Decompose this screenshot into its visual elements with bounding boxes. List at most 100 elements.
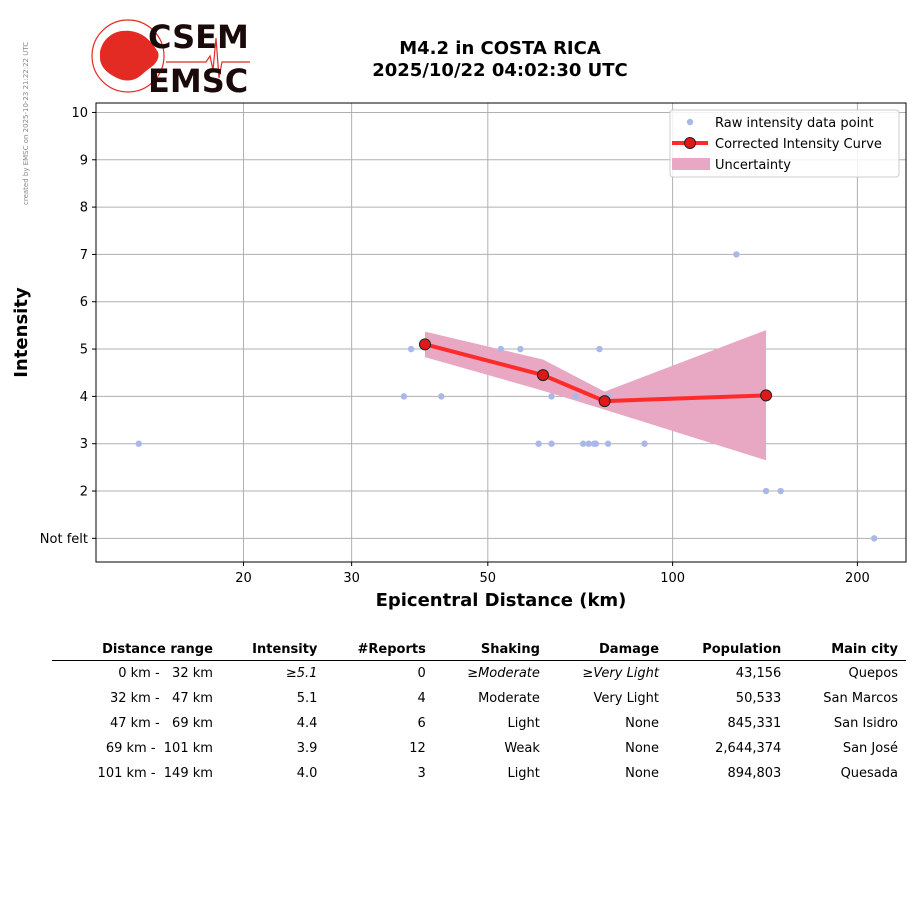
raw-data-point [762, 487, 770, 495]
y-tick-label: 4 [80, 390, 88, 405]
raw-data-point [641, 440, 648, 447]
raw-data-point [400, 393, 408, 400]
raw-data-point [572, 393, 579, 400]
legend-raw-label: Raw intensity data point [715, 116, 874, 131]
corrected-curve-marker [418, 338, 431, 351]
corrected-curve-marker [598, 395, 611, 408]
cell-damage: Very Light [593, 691, 660, 706]
y-tick-label: Not felt [40, 532, 88, 547]
legend-curve-label: Corrected Intensity Curve [715, 137, 882, 152]
cell-reports: 4 [417, 691, 426, 706]
logo-csem-text: CSEM [148, 18, 249, 56]
y-tick-label: 8 [80, 201, 88, 216]
cell-intensity: 4.4 [296, 716, 318, 731]
cell-damage: None [625, 766, 660, 781]
col-distance-range: Distance range [52, 640, 221, 661]
table-header-row: Distance range Intensity #Reports Shakin… [52, 640, 906, 661]
x-tick-label: 20 [235, 571, 252, 586]
cell-city: Quepos [848, 666, 898, 681]
legend-uncertainty-swatch [672, 158, 710, 170]
cell-distance: 69 km - 101 km [105, 741, 213, 756]
cell-shaking: ≥Moderate [467, 666, 540, 681]
cell-shaking: Light [507, 766, 540, 781]
cell-population: 43,156 [735, 666, 782, 681]
col-population: Population [667, 640, 790, 661]
intensity-summary-table: Distance range Intensity #Reports Shakin… [52, 640, 906, 786]
cell-shaking: Weak [504, 741, 540, 756]
raw-data-point [592, 440, 600, 447]
cell-reports: 6 [417, 716, 426, 731]
cell-population: 2,644,374 [715, 741, 782, 756]
legend: Raw intensity data point Corrected Intens… [669, 109, 900, 178]
x-tick-label: 100 [660, 571, 685, 586]
table-row: 47 km - 69 km 4.4 6 Light None 845,331 S… [52, 711, 906, 736]
y-tick-label: 7 [80, 248, 88, 263]
col-damage: Damage [547, 640, 668, 661]
legend-uncertainty-label: Uncertainty [715, 158, 791, 173]
cell-damage: None [625, 741, 660, 756]
raw-data-point [535, 440, 542, 447]
raw-data-point [585, 440, 592, 447]
col-main-city: Main city [789, 640, 906, 661]
cell-damage: None [625, 716, 660, 731]
y-tick-label: 9 [80, 153, 88, 168]
legend-raw-marker [686, 118, 694, 126]
table-row: 0 km - 32 km ≥5.1 0 ≥Moderate ≥Very Ligh… [52, 661, 906, 687]
cell-population: 845,331 [727, 716, 782, 731]
cell-population: 50,533 [735, 691, 782, 706]
table-row: 69 km - 101 km 3.9 12 Weak None 2,644,37… [52, 736, 906, 761]
cell-distance: 101 km - 149 km [97, 766, 213, 781]
globe-icon [91, 19, 165, 93]
title-datetime: 2025/10/22 04:02:30 UTC [372, 60, 628, 81]
legend-box [669, 109, 900, 178]
raw-data-point [548, 440, 555, 447]
axes: 20 30 50 100 200 Not felt 2 3 4 5 6 7 8 9 10 Epicentral… [11, 102, 907, 611]
logo-emsc-text: EMSC [148, 62, 248, 98]
col-intensity: Intensity [220, 640, 326, 661]
chart-title: M4.2 in COSTA RICA 2025/10/22 04:02:30 U… [300, 38, 700, 82]
y-tick-label: 10 [71, 106, 88, 121]
x-tick-label: 50 [480, 571, 497, 586]
cell-city: San Marcos [823, 691, 898, 706]
cell-distance: 0 km - 32 km [118, 666, 213, 681]
cell-shaking: Moderate [478, 691, 540, 706]
raw-data-point [596, 345, 603, 353]
raw-data-point [733, 251, 740, 258]
seismogram-line [166, 37, 250, 79]
corrected-curve [418, 338, 773, 408]
legend-curve-marker [684, 137, 696, 149]
cell-intensity: 3.9 [296, 741, 318, 756]
raw-points [135, 251, 878, 542]
raw-data-point [438, 393, 445, 400]
y-tick-label: 2 [80, 485, 88, 500]
raw-data-point [777, 487, 784, 495]
cell-damage: ≥Very Light [582, 666, 660, 681]
corrected-curve-marker [537, 369, 550, 382]
csem-emsc-logo: CSEM EMSC [91, 18, 250, 98]
y-tick-label: 5 [80, 343, 88, 358]
y-tick-label: 3 [80, 437, 88, 452]
cell-city: San Isidro [833, 716, 898, 731]
cell-intensity: 4.0 [296, 766, 318, 781]
cell-population: 894,803 [727, 766, 782, 781]
raw-data-point [870, 535, 878, 542]
cell-reports: 0 [417, 666, 426, 681]
cell-distance: 32 km - 47 km [109, 691, 213, 706]
y-axis-label: Intensity [11, 287, 32, 378]
x-tick-label: 200 [845, 571, 870, 586]
x-tick-label: 30 [343, 571, 360, 586]
col-reports: #Reports [325, 640, 434, 661]
raw-data-point [407, 345, 415, 353]
raw-data-point [517, 345, 524, 353]
plot-frame [95, 102, 907, 563]
cell-city: San José [842, 741, 898, 756]
raw-data-point [497, 345, 505, 353]
cell-city: Quesada [840, 766, 898, 781]
title-event: M4.2 in COSTA RICA [399, 38, 601, 59]
x-axis-label: Epicentral Distance (km) [376, 590, 627, 611]
y-tick-label: 6 [80, 295, 88, 310]
raw-data-point [135, 440, 142, 447]
cell-reports: 12 [409, 741, 426, 756]
cell-distance: 47 km - 69 km [109, 716, 213, 731]
cell-shaking: Light [507, 716, 540, 731]
